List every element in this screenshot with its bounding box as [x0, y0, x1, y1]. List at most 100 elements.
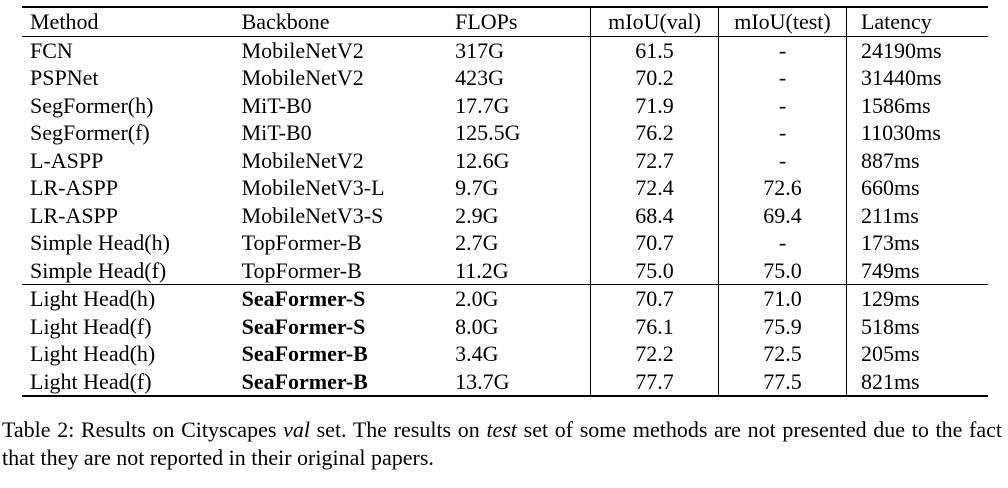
cell-backbone: MobileNetV3-L: [241, 175, 385, 200]
cell-backbone: SeaFormer-B: [241, 341, 368, 366]
cell-backbone: MobileNetV2: [241, 65, 364, 90]
cell-flops: 12.6G: [455, 147, 510, 173]
cell-miou-val: 77.7: [590, 367, 719, 397]
cell-flops: 317G: [455, 37, 505, 63]
cell-method: L-ASPP: [30, 147, 104, 173]
cell-miou-val: 72.2: [590, 340, 719, 368]
cell-method: LR-ASPP: [30, 202, 119, 228]
cell-flops: 3.4G: [455, 341, 499, 366]
table-row: PSPNet MobileNetV2 423G 70.2 - 31440ms: [22, 64, 988, 92]
cell-miou-test: 72.6: [718, 174, 847, 202]
cell-miou-test: 71.0: [718, 284, 847, 313]
cell-miou-test: 69.4: [718, 201, 847, 229]
cell-backbone: SeaFormer-S: [241, 313, 366, 339]
cell-latency: 211ms: [860, 202, 919, 228]
cell-backbone: MiT-B0: [241, 120, 312, 145]
cell-miou-test: -: [718, 64, 847, 92]
cell-miou-test: -: [718, 229, 847, 257]
cell-miou-test: 77.5: [718, 367, 847, 397]
header-miou-val: mIoU(val): [590, 6, 719, 37]
cell-method: SegFormer(f): [30, 120, 150, 145]
cell-method: PSPNet: [30, 65, 99, 90]
cell-flops: 2.0G: [455, 284, 591, 313]
cell-backbone: MiT-B0: [241, 92, 312, 118]
header-latency: Latency: [846, 6, 988, 37]
caption-emphasis-test: test: [486, 417, 517, 442]
table-row: LR-ASPP MobileNetV3-L 9.7G 72.4 72.6 660…: [22, 174, 988, 202]
cell-miou-test: -: [718, 119, 847, 147]
cell-latency: 518ms: [860, 313, 920, 339]
cell-latency: 1586ms: [860, 92, 931, 118]
cell-backbone: TopFormer-B: [241, 257, 362, 283]
cell-miou-val: 75.0: [590, 256, 719, 285]
table-row: SegFormer(h) MiT-B0 17.7G 71.9 - 1586ms: [22, 91, 988, 119]
cell-flops: 125.5G: [455, 120, 521, 145]
cell-miou-val: 70.2: [590, 64, 719, 92]
table-row: FCN MobileNetV2 317G 61.5 - 24190ms: [22, 36, 988, 64]
cell-latency: 31440ms: [860, 65, 942, 90]
cell-miou-val: 68.4: [590, 201, 719, 229]
table-row: Simple Head(f) TopFormer-B 11.2G 75.0 75…: [22, 256, 988, 285]
cell-latency: 24190ms: [860, 37, 942, 63]
cell-flops: 8.0G: [455, 313, 499, 339]
cell-miou-val: 72.7: [590, 146, 719, 174]
cell-latency: 887ms: [860, 147, 920, 173]
cell-flops: 2.7G: [455, 230, 499, 255]
caption-text-1: Table 2: Results on Cityscapes: [2, 417, 284, 442]
cell-method: Simple Head(h): [30, 230, 170, 255]
table-caption: Table 2: Results on Cityscapes val set. …: [2, 416, 1002, 472]
cell-latency: 205ms: [860, 341, 920, 366]
cell-flops: 17.7G: [455, 92, 510, 118]
cell-backbone: MobileNetV2: [241, 147, 364, 173]
cell-miou-val: 72.4: [590, 174, 719, 202]
header-method: Method: [22, 6, 242, 37]
results-table: Method Backbone FLOPs mIoU(val) mIoU(tes…: [22, 6, 988, 397]
cell-backbone: MobileNetV2: [241, 37, 364, 63]
table-row: Light Head(h) SeaFormer-B 3.4G 72.2 72.5…: [22, 340, 988, 368]
cell-latency: 11030ms: [860, 120, 941, 145]
cell-backbone: SeaFormer-S: [241, 284, 456, 313]
cell-miou-test: 75.9: [718, 312, 847, 340]
cell-backbone: SeaFormer-B: [241, 367, 456, 397]
table-row: Light Head(h) SeaFormer-S 2.0G 70.7 71.0…: [22, 284, 988, 313]
table-row: SegFormer(f) MiT-B0 125.5G 76.2 - 11030m…: [22, 119, 988, 147]
cell-method: Light Head(h): [30, 341, 156, 366]
cell-miou-test: -: [718, 91, 847, 119]
header-miou-test: mIoU(test): [718, 6, 847, 37]
cell-flops: 13.7G: [455, 367, 591, 397]
cell-flops: 9.7G: [455, 175, 499, 200]
cell-method: SegFormer(h): [30, 92, 154, 118]
cell-method: Light Head(h): [22, 284, 242, 313]
cell-miou-val: 76.2: [590, 119, 719, 147]
caption-emphasis-val: val: [283, 417, 310, 442]
caption-text-3: set of some methods are not presented du…: [2, 417, 1002, 470]
cell-miou-val: 70.7: [590, 229, 719, 257]
table-header-row: Method Backbone FLOPs mIoU(val) mIoU(tes…: [22, 6, 988, 37]
cell-method: Light Head(f): [22, 367, 242, 397]
cell-method: FCN: [30, 37, 73, 63]
cell-latency: 173ms: [860, 230, 920, 255]
cell-miou-val: 61.5: [590, 36, 719, 64]
table-row: L-ASPP MobileNetV2 12.6G 72.7 - 887ms: [22, 146, 988, 174]
header-backbone: Backbone: [241, 6, 456, 37]
cell-miou-val: 76.1: [590, 312, 719, 340]
cell-miou-test: -: [718, 36, 847, 64]
cell-latency: 749ms: [860, 257, 920, 283]
cell-miou-test: 75.0: [718, 256, 847, 285]
header-flops: FLOPs: [455, 6, 591, 37]
cell-latency: 129ms: [846, 284, 988, 313]
cell-miou-test: 72.5: [718, 340, 847, 368]
cell-flops: 2.9G: [455, 202, 499, 228]
cell-backbone: TopFormer-B: [241, 230, 362, 255]
results-table-container: Method Backbone FLOPs mIoU(val) mIoU(tes…: [22, 6, 988, 397]
cell-backbone: MobileNetV3-S: [241, 202, 384, 228]
cell-flops: 11.2G: [455, 257, 509, 283]
cell-miou-val: 70.7: [590, 284, 719, 313]
cell-method: Simple Head(f): [30, 257, 167, 283]
cell-miou-val: 71.9: [590, 91, 719, 119]
cell-miou-test: -: [718, 146, 847, 174]
table-row: Light Head(f) SeaFormer-B 13.7G 77.7 77.…: [22, 367, 988, 397]
cell-latency: 821ms: [846, 367, 988, 397]
table-row: Light Head(f) SeaFormer-S 8.0G 76.1 75.9…: [22, 312, 988, 340]
cell-method: LR-ASPP: [30, 175, 119, 200]
